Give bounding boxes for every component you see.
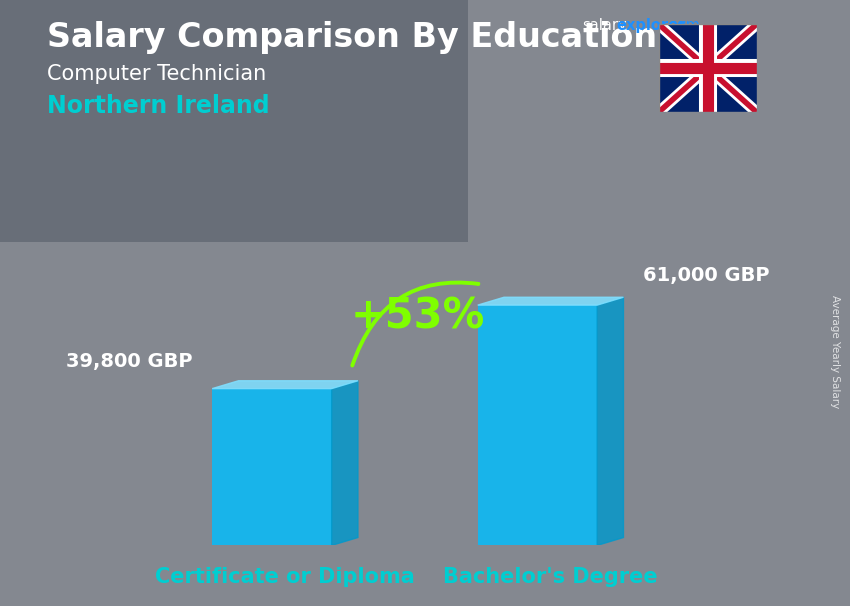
Text: 61,000 GBP: 61,000 GBP bbox=[643, 265, 770, 285]
Text: +53%: +53% bbox=[351, 295, 485, 337]
FancyBboxPatch shape bbox=[0, 0, 468, 242]
Bar bbox=[478, 305, 598, 545]
Text: Northern Ireland: Northern Ireland bbox=[47, 94, 269, 118]
Polygon shape bbox=[598, 297, 623, 545]
Text: Computer Technician: Computer Technician bbox=[47, 64, 266, 84]
Bar bbox=[212, 388, 332, 545]
Text: 39,800 GBP: 39,800 GBP bbox=[65, 352, 192, 371]
Text: Certificate or Diploma: Certificate or Diploma bbox=[156, 567, 415, 587]
Text: Bachelor's Degree: Bachelor's Degree bbox=[443, 567, 658, 587]
Polygon shape bbox=[212, 381, 358, 388]
Polygon shape bbox=[478, 297, 623, 305]
Text: Salary Comparison By Education: Salary Comparison By Education bbox=[47, 21, 657, 54]
Text: Average Yearly Salary: Average Yearly Salary bbox=[830, 295, 840, 408]
Text: salary: salary bbox=[582, 18, 626, 33]
FancyArrowPatch shape bbox=[352, 282, 479, 365]
Polygon shape bbox=[332, 381, 358, 545]
Text: .com: .com bbox=[665, 18, 700, 33]
Text: explorer: explorer bbox=[616, 18, 686, 33]
